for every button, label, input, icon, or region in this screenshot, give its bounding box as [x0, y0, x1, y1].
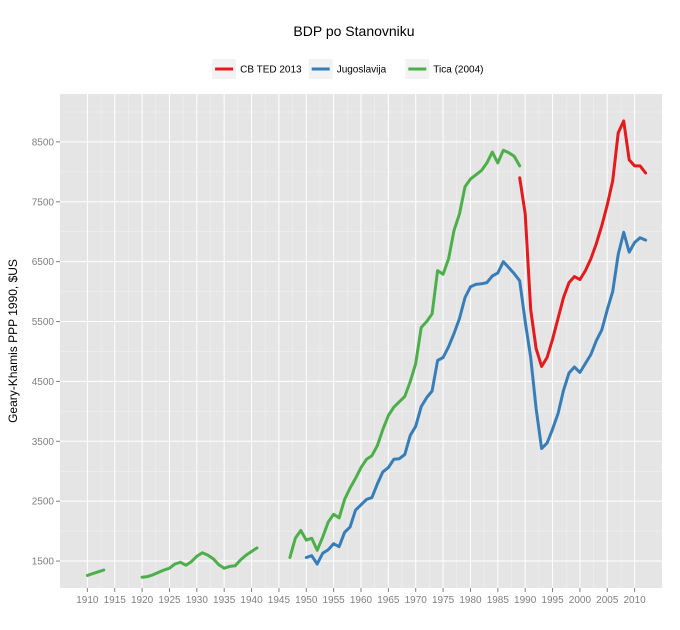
x-tick-label: 1965 [377, 595, 400, 606]
x-tick-label: 1995 [541, 595, 564, 606]
x-tick-label: 1975 [432, 595, 455, 606]
chart-title: BDP po Stanovniku [293, 23, 414, 39]
y-tick-label: 7500 [32, 197, 55, 208]
x-tick-label: 1910 [76, 595, 99, 606]
y-tick-label: 8500 [32, 137, 55, 148]
legend-label: Tica (2004) [433, 65, 483, 76]
series-line-tica-2004 [288, 148, 522, 559]
y-tick-label: 2500 [32, 497, 55, 508]
x-tick-label: 1950 [295, 595, 318, 606]
x-tick-label: 1920 [131, 595, 154, 606]
x-tick-label: 1940 [240, 595, 263, 606]
series-line-tica-2004 [140, 546, 259, 579]
x-tick-label: 1925 [158, 595, 181, 606]
x-tick-label: 1980 [459, 595, 482, 606]
x-tick-label: 1930 [186, 595, 209, 606]
y-tick-label: 1500 [32, 557, 55, 568]
x-tick-label: 2000 [569, 595, 592, 606]
legend-label: CB TED 2013 [240, 65, 302, 76]
y-tick-label: 3500 [32, 437, 55, 448]
y-tick-label: 5500 [32, 317, 55, 328]
x-tick-label: 2005 [596, 595, 619, 606]
x-axis: 1910 1915 1920 1925 1930 1935 1940 1945 1950 1955… [76, 588, 646, 606]
x-tick-label: 1915 [104, 595, 127, 606]
y-axis: 1500 2500 3500 4500 5500 6500 7500 8500 [32, 137, 60, 568]
y-tick-label: 6500 [32, 257, 55, 268]
y-axis-label: Geary-Khamis PPP 1990, $US [6, 259, 20, 423]
x-tick-label: 2010 [624, 595, 647, 606]
legend-label: Jugoslavija [337, 65, 387, 76]
series-lines [85, 119, 648, 579]
legend-item: CB TED 2013 [212, 59, 302, 79]
legend-item: Jugoslavija [308, 59, 387, 79]
y-tick-label: 4500 [32, 377, 55, 388]
series-line-tica-2004 [85, 568, 106, 577]
x-tick-label: 1935 [213, 595, 236, 606]
legend-item: Tica (2004) [405, 59, 484, 79]
x-tick-label: 1945 [268, 595, 291, 606]
series-line-cb-ted-2013 [518, 119, 648, 368]
x-tick-label: 1970 [405, 595, 428, 606]
x-tick-label: 1990 [514, 595, 537, 606]
x-tick-label: 1960 [350, 595, 373, 606]
gridlines [60, 94, 662, 588]
series-line-jugoslavija [304, 230, 648, 566]
x-tick-label: 1985 [487, 595, 510, 606]
x-tick-label: 1955 [323, 595, 346, 606]
legend: CB TED 2013 Jugoslavija Tica (2004) [212, 59, 484, 79]
